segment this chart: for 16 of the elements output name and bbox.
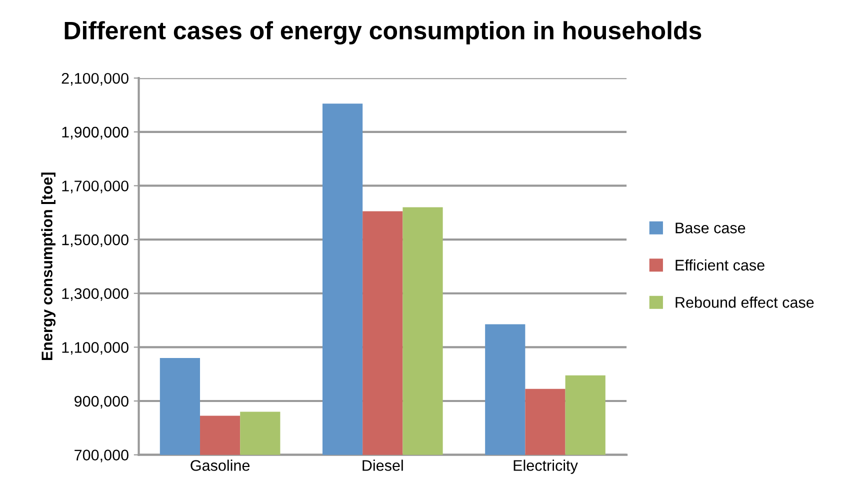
y-tick-label: 1,300,000 [62, 288, 128, 301]
y-axis-title: Energy consumption [toe] [41, 172, 56, 360]
y-tick-label: 700,000 [74, 450, 128, 462]
legend-label: Rebound effect case [676, 296, 814, 308]
x-tick-label: Gasoline [190, 460, 250, 471]
y-tick-label: 900,000 [74, 396, 128, 408]
legend-label: Base case [676, 222, 746, 234]
y-tick-label: 1,900,000 [62, 126, 128, 140]
y-tick-label: 1,700,000 [62, 180, 128, 194]
x-tick-label: Electricity [514, 460, 578, 474]
chart-title: Different cases of energy consumption in households [64, 21, 702, 44]
x-tick-label: Diesel [362, 460, 403, 471]
legend-label: Efficient case [676, 259, 764, 271]
y-tick-label: 2,100,000 [62, 72, 128, 86]
y-tick-label: 1,100,000 [62, 342, 128, 355]
y-tick-label: 1,500,000 [62, 234, 128, 248]
